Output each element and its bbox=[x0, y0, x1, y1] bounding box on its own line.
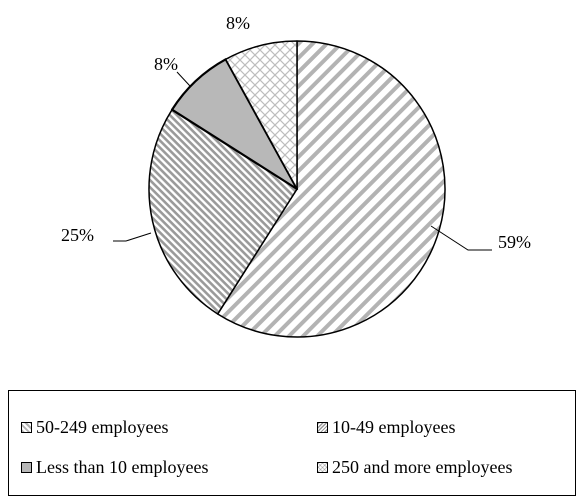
legend-label-250-and-more: 250 and more employees bbox=[332, 457, 513, 477]
legend-item-250-and-more: 250 and more employees bbox=[317, 457, 512, 478]
legend-item-10-49: 10-49 employees bbox=[317, 417, 455, 438]
leader-line-1 bbox=[113, 232, 152, 242]
legend-swatch-less-than-10 bbox=[21, 462, 32, 473]
slice-value-label-2: 8% bbox=[154, 54, 178, 74]
slice-value-label-1: 25% bbox=[61, 225, 94, 245]
legend-label-less-than-10: Less than 10 employees bbox=[36, 457, 209, 477]
leader-line-0 bbox=[430, 225, 492, 251]
pie-labels: 59% 25% 8% 8% bbox=[61, 13, 531, 252]
legend-item-50-249: 50-249 employees bbox=[21, 417, 168, 438]
legend-swatch-250-and-more bbox=[317, 462, 328, 473]
pie-slice-10-49-employees bbox=[148, 108, 298, 315]
pie-slices bbox=[148, 40, 446, 338]
leader-line-2 bbox=[176, 71, 191, 87]
pie-chart: 59% 25% 8% 8% bbox=[61, 13, 531, 338]
pie-slice-250-and-more-employees bbox=[224, 40, 298, 190]
legend-label-50-249: 50-249 employees bbox=[36, 417, 169, 437]
legend-swatch-10-49 bbox=[317, 422, 328, 433]
legend-item-less-than-10: Less than 10 employees bbox=[21, 457, 208, 478]
legend: 50-249 employees 10-49 employees Less th… bbox=[8, 390, 576, 496]
legend-label-10-49: 10-49 employees bbox=[332, 417, 456, 437]
pie-slice-50-249-employees bbox=[216, 40, 446, 338]
slice-value-label-3: 8% bbox=[226, 13, 250, 33]
legend-swatch-50-249 bbox=[21, 422, 32, 433]
slice-value-label-0: 59% bbox=[498, 232, 531, 252]
